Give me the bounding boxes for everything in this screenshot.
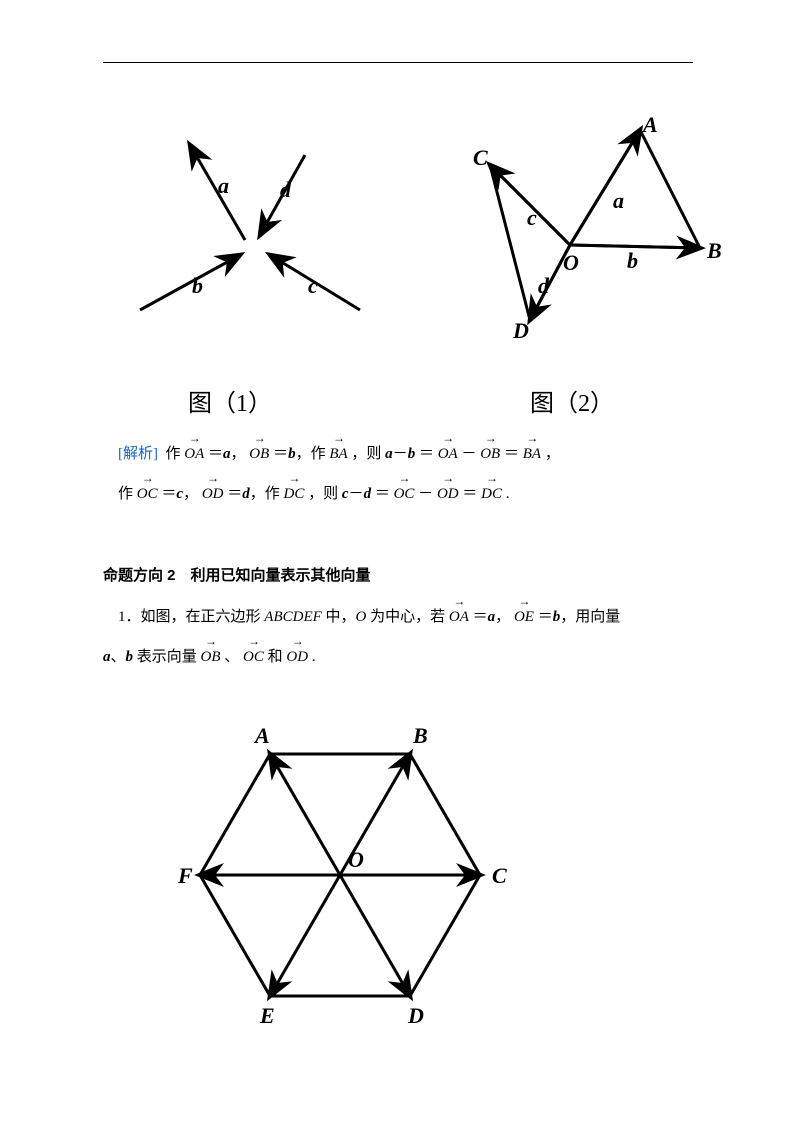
svg-text:A: A: [641, 112, 658, 137]
svg-text:A: A: [253, 723, 270, 748]
svg-text:D: D: [407, 1003, 424, 1028]
analysis-block: [解析] 作 →OA ＝a， →OB ＝b，作 →BA ，则 a－b ＝ →OA…: [103, 432, 693, 512]
page: a d b c O A B C Da b c d 图（1） 图（2） [解析] 作 →OA ＝a， …: [0, 0, 800, 1132]
vec-OD: →OD: [202, 472, 224, 512]
svg-text:c: c: [527, 205, 537, 230]
svg-text:B: B: [412, 723, 428, 748]
vec-OD-2: →OD: [286, 635, 308, 675]
figure-1-label: 图（1）: [188, 383, 272, 418]
vec-OB: →OB: [249, 432, 269, 472]
analysis-label: [解析]: [118, 446, 158, 462]
svg-text:D: D: [512, 318, 529, 343]
vec-OE: →OE: [514, 595, 534, 635]
svg-text:d: d: [280, 177, 292, 202]
problem-line-1: 1．如图，在正六边形 ABCDEF 中，O 为中心，若 →OA ＝a， →OE …: [103, 595, 693, 635]
vec-OB-2: →OB: [201, 635, 221, 675]
figure-2-label: 图（2）: [530, 383, 614, 418]
vec-BA: →BA: [329, 432, 347, 472]
svg-text:O: O: [348, 847, 364, 872]
header-rule: [103, 62, 693, 63]
problem-line-2: a、b 表示向量 →OB 、 →OC 和 →OD .: [103, 635, 693, 675]
vec-OC-2: →OC: [243, 635, 264, 675]
vec-OA-2: →OA: [449, 595, 469, 635]
svg-text:C: C: [473, 145, 488, 170]
svg-text:a: a: [218, 173, 229, 198]
svg-text:b: b: [627, 248, 638, 273]
svg-text:C: C: [492, 863, 507, 888]
svg-text:F: F: [177, 863, 193, 888]
svg-text:B: B: [706, 238, 722, 263]
section-title: 命题方向 2 利用已知向量表示其他向量: [103, 564, 371, 585]
svg-text:d: d: [538, 273, 550, 298]
svg-text:E: E: [259, 1003, 275, 1028]
vec-OC: →OC: [137, 472, 158, 512]
figure-row: adbc OABCDabcd 图（1） 图（2）: [100, 115, 700, 345]
hexagon-svg: A B C D E F O: [170, 695, 530, 1055]
problem-block: 1．如图，在正六边形 ABCDEF 中，O 为中心，若 →OA ＝a， →OE …: [103, 595, 693, 675]
svg-text:c: c: [308, 273, 318, 298]
figure-1-svg: a d b c: [110, 115, 400, 335]
vec-DC: →DC: [284, 472, 305, 512]
svg-text:b: b: [192, 273, 203, 298]
analysis-line-2: 作 →OC ＝c， →OD ＝d，作 →DC ，则 c－d ＝ →OC － →O…: [103, 472, 693, 512]
svg-text:O: O: [563, 250, 579, 275]
figure-2-svg: O A B C Da b c d: [435, 110, 735, 350]
svg-text:a: a: [613, 188, 624, 213]
